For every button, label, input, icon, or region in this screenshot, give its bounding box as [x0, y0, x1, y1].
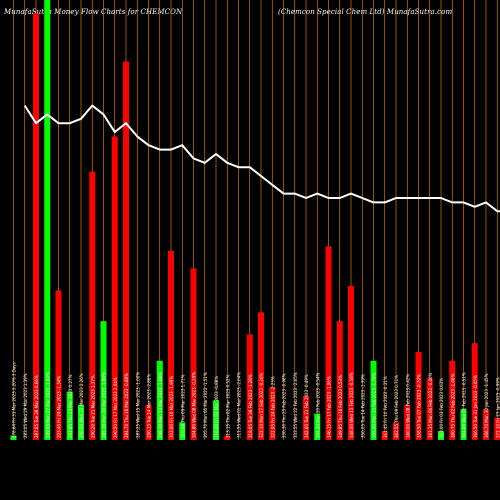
- x-tick-label: 290.50 Wed 22 Mar 2023 2.26%: [79, 373, 84, 438]
- bar: [100, 321, 107, 440]
- bar: [78, 404, 84, 440]
- x-tick-label: 283.05 Wed 29 Mar 2023 1.39%: [23, 373, 28, 438]
- chart-title: MunafaSutra Money Flow Charts for CHEMCO…: [4, 8, 183, 16]
- x-tick-label: 372.10 Fri 27 Jan 2023 -0.99%: [495, 377, 500, 438]
- bar: [123, 61, 129, 440]
- x-tick-label: 287.05 Tue 28 Mar 2023 0.66%: [34, 375, 39, 438]
- bar: [145, 404, 152, 440]
- x-tick-label: 285.10 Mon 20 Mar 2023 -1.86%: [102, 372, 107, 438]
- x-tick-label: 303.80 Fri 10 Mar 2023 -1.99%: [169, 376, 174, 438]
- x-tick-label: 293.45 Fri 24 Mar 2023 -1.34%: [57, 376, 62, 438]
- bar-series: [10, 0, 500, 440]
- x-tick-label: 355.00 Mon 13 Feb 2023 -1.79%: [372, 373, 377, 438]
- x-tick-label: 313.15 Thu 02 Mar 2023 0.52%: [225, 374, 230, 438]
- bar: [111, 136, 118, 440]
- x-tick-label: 318.05 Tue 28 Feb 2023 -1.26%: [248, 374, 253, 438]
- bar: [10, 435, 17, 440]
- x-tick-label: 289.55 Mon 27 Mar 2023 -1.04%: [45, 372, 50, 438]
- bar: [246, 334, 253, 440]
- x-tick-label: 362.55 Thu 09 Feb 2023 0.71%: [394, 375, 399, 438]
- bar: [325, 246, 332, 440]
- x-tick-label: 363.00 Fri 03 Feb 2023 0.63%: [439, 378, 444, 438]
- x-tick-label: 366.70 Mon 30 Jan 2023 -1.45%: [484, 373, 489, 438]
- x-tick-label: 360.00 Wed 08 Feb 2023 0.42%: [405, 374, 410, 438]
- x-tick-label: 287.25 Wed 15 Mar 2023 -1.00%: [135, 372, 140, 438]
- x-tick-label: 290.15 Tue 14 Mar 2023 -2.86%: [147, 374, 152, 438]
- bar: [449, 360, 456, 440]
- x-tick-label: 298.70 Mon 13 Mar 2023 -1.68%: [158, 372, 163, 438]
- x-tick-label: 364.60 Wed 01 Feb 2023 -0.51%: [462, 372, 467, 438]
- bar: [269, 387, 276, 440]
- bar: [404, 404, 411, 440]
- bar: [258, 312, 264, 440]
- x-tick-label: 290.20 Tue 21 Mar 2023 1.37%: [90, 375, 95, 438]
- bar: [415, 352, 422, 440]
- x-tick-label: 284.70 Thu 16 Mar 2023 -0.88%: [124, 373, 129, 438]
- bar: [471, 343, 478, 440]
- bar: [44, 0, 51, 440]
- bar: [494, 418, 500, 440]
- x-tick-label: 310.00 Thu 09 Mar 2023 1.71%: [180, 374, 185, 438]
- x-tick-label: 348.00 Wed 15 Feb 2023 -0.58%: [349, 372, 354, 438]
- bar: [156, 360, 163, 440]
- x-tick-label: 333.55 Wed 22 Feb 2023 -2.65%: [293, 372, 298, 438]
- x-tick-label: 358.50 Tue 07 Feb 2023 -0.79%: [417, 374, 422, 438]
- bar: [438, 431, 444, 440]
- bar: [348, 286, 354, 440]
- bar: [393, 422, 399, 440]
- x-tick-label: 361.45 Fri 10 Feb 2023 -0.31%: [383, 376, 388, 438]
- bar: [33, 13, 39, 440]
- bar: [66, 391, 73, 440]
- bar: [55, 290, 62, 440]
- chart-subtitle: (Chemcon Special Chem Ltd) MunafaSutra.c…: [278, 8, 453, 16]
- x-tick-label: 322.95 Fri 24 Feb 2023 -2.23%: [270, 376, 275, 438]
- x-tick-label: 346.15 Fri 17 Feb 2023 -1.06%: [327, 376, 332, 438]
- x-tick-label: 290.50 Fri 17 Mar 2023 2.04%: [113, 377, 118, 438]
- x-tick-label: 305.70 Mon 06 Mar 2023 -1.51%: [203, 372, 208, 438]
- x-tick-label: 366.50 Tue 31 Jan 2023 -0.05%: [473, 375, 478, 438]
- x-tick-label: 322.10 Mon 27 Feb 2023 -0.26%: [259, 373, 264, 438]
- x-tick-labels: 278.64 Fri 31 Mar 2023 3.20% 3 Days 283.0…: [12, 362, 500, 438]
- bar: [213, 400, 219, 440]
- x-tick-label: 291.05 Thu 23 Mar 2023 0.27%: [68, 374, 73, 438]
- bar: [190, 268, 197, 440]
- x-tick-label: 361.35 Mon 06 Feb 2023 -0.46%: [428, 373, 433, 438]
- bar: [179, 422, 186, 440]
- bar: [303, 396, 309, 440]
- bar: [426, 378, 433, 440]
- bar: [168, 250, 174, 440]
- bar: [224, 435, 231, 440]
- x-tick-label: 278.64 Fri 31 Mar 2023 3.20% 3 Days: [12, 362, 17, 438]
- bar: [460, 409, 467, 440]
- x-tick-label: 311.55 Wed 01 Mar 2023 -2.04%: [237, 372, 242, 438]
- x-tick-label: 350.05 Tue 14 Feb 2023 -1.39%: [360, 374, 365, 438]
- x-tick-label: 342.60 Tue 21 Feb 2023 -0.49%: [304, 374, 309, 438]
- x-tick-label: 330.30 Thu 23 Feb 2023 -0.98%: [282, 373, 287, 438]
- x-tick-label: 344.30 Mon 20 Feb 2023 -0.54%: [315, 373, 320, 438]
- x-tick-label: 349.85 Thu 16 Feb 2023 0.53%: [338, 375, 343, 438]
- bar: [381, 431, 388, 440]
- flow-line: [23, 104, 500, 213]
- bar: [483, 409, 489, 440]
- x-tick-label: 360.75 Thu 02 Feb 2023 -1.06%: [450, 373, 455, 438]
- x-tick-label: 310.40 Fri 03 Mar 2023 -0.88%: [214, 376, 219, 438]
- bar: [89, 171, 96, 440]
- x-tick-label: 304.80 Wed 08 Mar 2023 -0.29%: [192, 372, 197, 438]
- bar: [314, 413, 321, 440]
- bar: [336, 321, 343, 440]
- bar: [370, 360, 377, 440]
